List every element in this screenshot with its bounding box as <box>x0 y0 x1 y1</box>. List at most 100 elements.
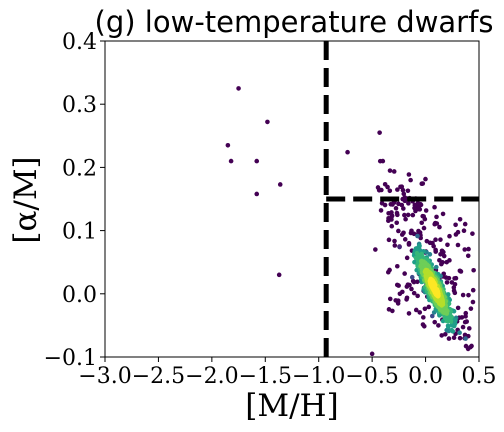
scatter-point <box>406 172 412 177</box>
scatter-point <box>228 158 234 164</box>
scatter-point <box>437 224 442 230</box>
scatter-point <box>466 326 472 331</box>
scatter-point <box>452 276 457 281</box>
scatter-point <box>400 289 405 295</box>
scatter-point <box>377 158 383 164</box>
scatter-point <box>394 210 400 216</box>
scatter-point <box>393 205 399 211</box>
scatter-point <box>429 313 435 319</box>
scatter-point <box>415 279 420 285</box>
scatter-point <box>277 182 283 187</box>
scatter-point <box>468 306 474 311</box>
scatter-point <box>408 177 413 183</box>
scatter-point <box>386 218 391 224</box>
scatter-point <box>419 181 425 187</box>
scatter-point <box>411 290 417 296</box>
scatter-point <box>447 233 452 239</box>
scatter-point <box>445 323 451 328</box>
scatter-point <box>392 243 398 248</box>
scatter-point <box>399 202 405 208</box>
scatter-point <box>470 231 475 236</box>
scatter-point <box>403 216 408 222</box>
scatter-point <box>254 191 260 197</box>
scatter-point <box>436 323 441 328</box>
scatter-point <box>402 271 407 276</box>
scatter-point <box>466 292 471 298</box>
x-tick-label: −1.5 <box>239 364 292 389</box>
scatter-point <box>402 212 407 218</box>
scatter-point <box>392 238 397 244</box>
scatter-point <box>265 119 270 125</box>
y-tick-label: 0.0 <box>62 283 97 308</box>
scatter-point <box>412 205 417 211</box>
scatter-point <box>420 322 426 327</box>
x-tick-label: −2.0 <box>185 364 238 389</box>
scatter-point <box>422 306 428 312</box>
scatter-point <box>433 264 439 270</box>
scatter-point <box>433 249 439 254</box>
scatter-point <box>393 298 399 303</box>
scatter-point <box>433 237 438 243</box>
scatter-point <box>419 220 425 226</box>
scatter-point <box>373 247 378 252</box>
scatter-point <box>401 206 406 211</box>
scatter-point <box>409 274 415 280</box>
scatter-point <box>437 257 442 263</box>
scatter-point <box>387 188 393 194</box>
scatter-point <box>415 293 420 299</box>
scatter-point <box>424 238 430 244</box>
scatter-point <box>225 142 231 148</box>
scatter-point <box>469 343 474 349</box>
scatter-point <box>443 331 448 337</box>
scatter-point <box>401 191 407 197</box>
scatter-point <box>387 267 392 273</box>
scatter-point <box>462 221 468 227</box>
scatter-point <box>417 310 423 315</box>
scatter-point <box>405 282 411 287</box>
scatter-point <box>432 204 437 210</box>
scatter-point <box>386 237 392 243</box>
scatter-point <box>379 200 385 206</box>
scatter-point <box>426 304 432 310</box>
scatter-point <box>236 86 241 91</box>
scatter-point <box>462 332 468 338</box>
scatter-point <box>461 228 467 234</box>
scatter-point <box>451 285 457 290</box>
x-tick-label: −2.5 <box>132 364 185 389</box>
y-tick-label: 0.4 <box>62 30 97 55</box>
scatter-point <box>402 195 408 200</box>
chart-title: (g) low-temperature dwarfs <box>95 5 494 39</box>
x-tick-label: −0.5 <box>345 364 398 389</box>
scatter-point <box>375 185 381 190</box>
scatter-point <box>464 319 470 324</box>
scatter-point <box>415 233 420 239</box>
scatter-point <box>459 315 465 320</box>
scatter-point <box>455 242 461 248</box>
scatter-point <box>394 220 400 226</box>
scatter-point <box>423 208 429 213</box>
scatter-point <box>276 272 282 278</box>
scatter-point <box>465 346 471 352</box>
scatter-point <box>439 261 444 267</box>
x-axis-label: [M/H] <box>245 388 338 424</box>
scatter-point <box>388 201 394 207</box>
scatter-point <box>400 187 406 193</box>
scatter-point <box>387 296 393 302</box>
y-axis-label: [α/M] <box>8 156 44 243</box>
scatter-point <box>458 269 464 274</box>
scatter-point <box>457 335 463 341</box>
scatter-point <box>394 263 400 269</box>
scatter-point <box>452 290 458 296</box>
plot-frame <box>104 40 480 358</box>
y-tick-label: 0.2 <box>62 156 97 181</box>
scatter-point <box>405 188 411 194</box>
scatter-point <box>389 210 394 215</box>
x-tick-label: 0.0 <box>408 364 443 389</box>
scatter-point <box>431 243 436 249</box>
scatter-point <box>413 307 419 313</box>
scatter-point <box>438 251 443 257</box>
scatter-point <box>453 232 459 237</box>
scatter-point <box>409 286 414 292</box>
x-tick-label: 0.5 <box>462 364 497 389</box>
